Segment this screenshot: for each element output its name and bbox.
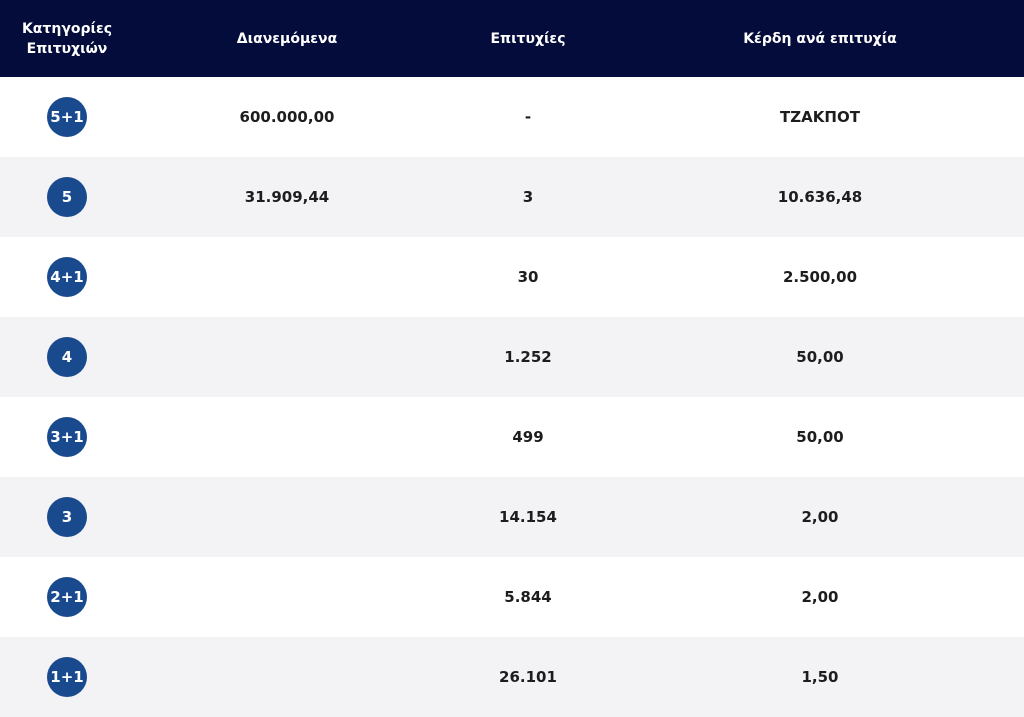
category-badge: 1+1 <box>47 657 87 697</box>
table-row: 1+1 26.101 1,50 <box>0 637 1024 717</box>
winners-cell: 30 <box>517 268 539 286</box>
header-distributed: Διανεμόμενα <box>236 30 338 47</box>
prize-cell: 50,00 <box>796 428 844 446</box>
category-cell: 5 <box>0 177 134 217</box>
category-badge: 4 <box>47 337 87 377</box>
table-row: 4 1.252 50,00 <box>0 317 1024 397</box>
table-row: 3 14.154 2,00 <box>0 477 1024 557</box>
header-category: Κατηγορίες Επιτυχιών <box>21 20 113 57</box>
winners-cell: 26.101 <box>499 668 557 686</box>
category-badge: 3+1 <box>47 417 87 457</box>
prize-cell: 50,00 <box>796 348 844 366</box>
category-badge: 5 <box>47 177 87 217</box>
category-badge: 2+1 <box>47 577 87 617</box>
prize-cell: 10.636,48 <box>777 188 863 206</box>
category-cell: 5+1 <box>0 97 134 137</box>
header-row: Κατηγορίες Επιτυχιών Διανεμόμενα Επιτυχί… <box>0 0 1024 77</box>
winners-cell: 3 <box>522 188 534 206</box>
winners-cell: 14.154 <box>499 508 557 526</box>
distributed-cell: 31.909,44 <box>244 188 330 206</box>
category-cell: 1+1 <box>0 657 134 697</box>
table-row: 2+1 5.844 2,00 <box>0 557 1024 637</box>
header-cell: Κατηγορίες Επιτυχιών <box>0 19 134 59</box>
category-cell: 2+1 <box>0 577 134 617</box>
table-row: 5+1 600.000,00 - ΤΖΑΚΠΟΤ <box>0 77 1024 157</box>
winners-cell: 499 <box>512 428 544 446</box>
category-badge: 3 <box>47 497 87 537</box>
header-winners: Επιτυχίες <box>490 30 566 47</box>
table-row: 3+1 499 50,00 <box>0 397 1024 477</box>
distributed-cell: 600.000,00 <box>239 108 335 126</box>
winners-cell: 5.844 <box>504 588 552 606</box>
prize-cell: 2.500,00 <box>782 268 858 286</box>
winners-cell: - <box>524 108 532 126</box>
category-cell: 3 <box>0 497 134 537</box>
category-badge: 4+1 <box>47 257 87 297</box>
category-cell: 4+1 <box>0 257 134 297</box>
prize-cell: 2,00 <box>801 508 839 526</box>
prize-cell: 1,50 <box>801 668 839 686</box>
prize-cell: 2,00 <box>801 588 839 606</box>
table-row: 4+1 30 2.500,00 <box>0 237 1024 317</box>
header-prize: Κέρδη ανά επιτυχία <box>743 30 897 47</box>
category-cell: 4 <box>0 337 134 377</box>
table-row: 5 31.909,44 3 10.636,48 <box>0 157 1024 237</box>
winners-cell: 1.252 <box>504 348 552 366</box>
category-cell: 3+1 <box>0 417 134 457</box>
prize-cell: ΤΖΑΚΠΟΤ <box>780 108 860 126</box>
category-badge: 5+1 <box>47 97 87 137</box>
